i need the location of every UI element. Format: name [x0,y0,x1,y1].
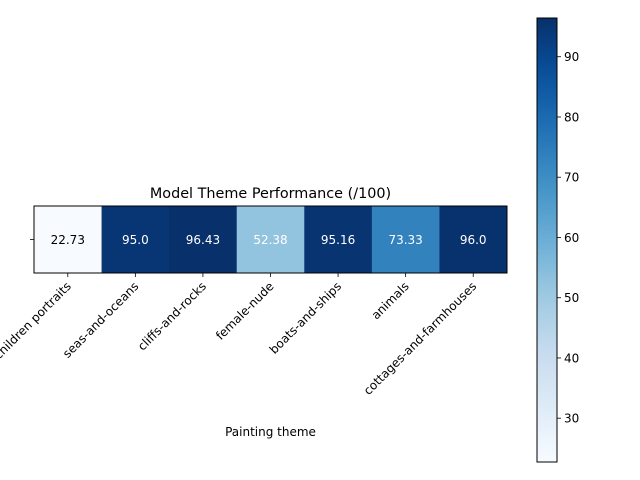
colorbar-tick-label: 30 [564,412,579,426]
x-tick-label: seas-and-oceans [60,279,141,360]
heatmap-cell-label: 95.16 [321,233,355,247]
heatmap-cell [34,206,103,273]
colorbar-tick-label: 60 [564,231,579,245]
colorbar-tick-label: 70 [564,171,579,185]
x-axis-ticks: children portraitsseas-and-oceanscliffs-… [0,273,479,398]
colorbar-tick-label: 40 [564,351,579,365]
heatmap-cell-label: 73.33 [388,233,422,247]
heatmap-cell-label: 52.38 [253,233,287,247]
x-axis-label: Painting theme [225,425,316,439]
x-tick-label: female-nude [213,279,277,343]
heatmap-cell-label: 96.0 [460,233,487,247]
heatmap-cell-label: 96.43 [186,233,220,247]
chart-title: Model Theme Performance (/100) [150,186,391,202]
colorbar-tick-label: 50 [564,291,579,305]
heatmap-cell [304,206,373,273]
heatmap-cell-labels: 22.73 95.0 96.43 52.38 95.16 73.33 96.0 [51,233,487,247]
x-tick-label: boats-and-ships [267,279,344,356]
x-tick-label: animals [369,279,412,322]
heatmap-cell [371,206,440,273]
colorbar-tick-label: 80 [564,110,579,124]
colorbar [537,18,557,462]
heatmap-cells [34,206,508,273]
colorbar-tick-label: 90 [564,50,579,64]
colorbar-ticks: 30 40 50 60 70 80 90 [557,50,579,426]
heatmap-cell [236,206,305,273]
heatmap-cell-label: 95.0 [122,233,149,247]
heatmap-cell [169,206,238,273]
colorbar-frame [536,17,558,463]
x-tick-label: cottages-and-farmhouses [361,279,480,398]
heatmap-cell [101,206,170,273]
heatmap-cell-label: 22.73 [51,233,85,247]
x-tick-label: cliffs-and-rocks [135,279,209,353]
heatmap-cell [439,206,508,273]
